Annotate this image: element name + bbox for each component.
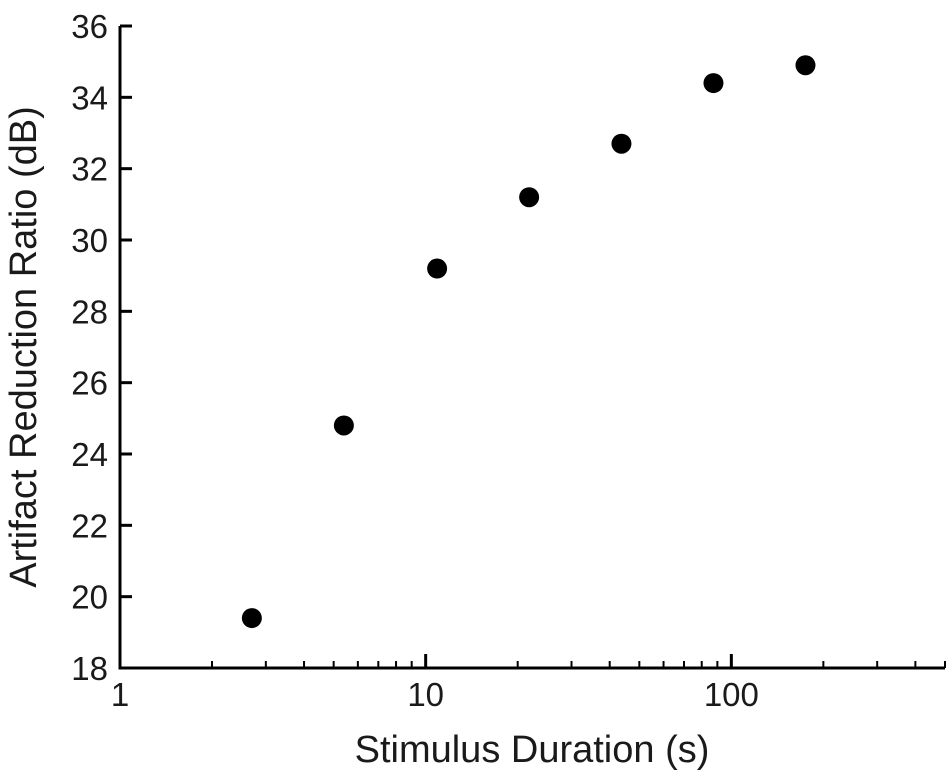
y-axis-title: Artifact Reduction Ratio (dB) (3, 106, 45, 588)
y-tick-label: 24 (71, 436, 108, 473)
y-tick-label: 30 (71, 222, 108, 259)
data-point (795, 55, 816, 76)
data-point (611, 133, 632, 154)
y-tick-label: 34 (71, 79, 108, 116)
data-point (241, 608, 262, 629)
y-tick-label: 32 (71, 151, 108, 188)
y-tick-label: 20 (71, 579, 108, 616)
y-tick-label: 36 (71, 8, 108, 45)
y-tick-label: 18 (71, 650, 108, 687)
y-tick-label: 22 (71, 507, 108, 544)
y-axis-ticks: 18 20 22 24 26 28 30 32 34 36 (71, 8, 132, 687)
data-point (333, 415, 354, 436)
x-tick-label: 10 (407, 676, 444, 713)
data-points (241, 55, 816, 629)
data-point (519, 187, 540, 208)
data-point (703, 73, 724, 94)
y-tick-label: 28 (71, 293, 108, 330)
x-tick-label: 1 (111, 676, 129, 713)
x-axis-title: Stimulus Duration (s) (355, 729, 710, 771)
data-point (427, 258, 448, 279)
x-axis-ticks: 1 10 100 (111, 654, 946, 713)
y-tick-label: 26 (71, 365, 108, 402)
x-tick-label: 100 (704, 676, 759, 713)
